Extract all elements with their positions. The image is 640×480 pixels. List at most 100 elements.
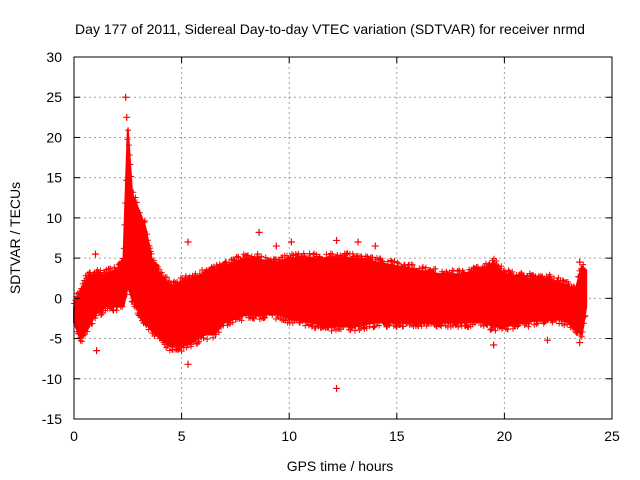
data-point [150, 329, 157, 336]
outlier-point [92, 250, 100, 258]
data-point [294, 252, 301, 259]
data-point [351, 327, 358, 334]
data-point [371, 323, 378, 330]
data-point [379, 257, 386, 264]
data-point [554, 277, 561, 284]
data-point [409, 262, 416, 269]
x-tick-label: 5 [178, 428, 186, 444]
data-point [133, 199, 140, 206]
data-point [493, 257, 500, 264]
y-tick-label: 30 [46, 49, 62, 65]
data-point [578, 333, 585, 340]
data-point [276, 258, 283, 265]
data-point [342, 254, 349, 261]
outlier-point [543, 336, 551, 344]
data-point [562, 318, 569, 325]
data-point [79, 280, 86, 287]
data-point [500, 268, 507, 275]
data-point [526, 320, 533, 327]
data-point [74, 290, 81, 297]
data-point [455, 267, 462, 274]
data-point [580, 320, 587, 327]
data-point [579, 329, 586, 336]
data-point [525, 323, 532, 330]
data-point [430, 269, 437, 276]
data-point [221, 260, 228, 267]
data-point [424, 319, 431, 326]
data-point [129, 298, 136, 305]
data-point [172, 279, 179, 286]
data-point [261, 315, 268, 322]
x-tick-label: 25 [604, 428, 620, 444]
data-point [103, 269, 110, 276]
data-point [485, 261, 492, 268]
data-point [296, 319, 303, 326]
data-point [204, 336, 211, 343]
data-point [534, 320, 541, 327]
data-point [144, 237, 151, 244]
data-point [580, 261, 587, 268]
data-point [503, 271, 510, 278]
data-point [151, 333, 158, 340]
data-point [330, 255, 337, 262]
data-point [137, 313, 144, 320]
y-tick-label: 20 [46, 129, 62, 145]
outlier-point [333, 236, 341, 244]
data-point [148, 250, 155, 257]
data-point [163, 274, 170, 281]
data-point [501, 268, 508, 275]
outlier-point [287, 238, 295, 246]
data-point [106, 305, 113, 312]
data-point [575, 273, 582, 280]
data-point [570, 283, 577, 290]
data-point [119, 303, 126, 310]
outlier-point [184, 238, 192, 246]
data-point [386, 322, 393, 329]
data-point [200, 334, 207, 341]
data-point [484, 322, 491, 329]
data-point [254, 250, 261, 257]
data-point [245, 252, 252, 259]
data-point [147, 245, 154, 252]
data-point [307, 254, 314, 261]
outlier-point [93, 347, 101, 355]
data-point [578, 265, 585, 272]
data-point [400, 323, 407, 330]
y-tick-label: 10 [46, 210, 62, 226]
data-point [95, 270, 102, 277]
outlier-point [123, 113, 131, 121]
data-point [177, 279, 184, 286]
data-point [520, 273, 527, 280]
data-point [387, 319, 394, 326]
data-point [445, 319, 452, 326]
data-point [567, 321, 574, 328]
data-point [316, 253, 323, 260]
data-point [234, 253, 241, 260]
data-point [144, 231, 151, 238]
data-point [121, 221, 128, 228]
x-tick-label: 15 [389, 428, 405, 444]
data-point [181, 276, 188, 283]
data-point [242, 312, 249, 319]
y-tick-label: 25 [46, 89, 62, 105]
data-point [441, 320, 448, 327]
data-point [327, 250, 334, 257]
data-point [379, 258, 386, 265]
data-point [164, 343, 171, 350]
outlier-point [371, 242, 379, 250]
sdtvar-data-band [73, 128, 588, 348]
data-point [127, 161, 134, 168]
data-point [558, 316, 565, 323]
data-point [75, 330, 82, 337]
data-point [111, 264, 118, 271]
data-point [78, 285, 85, 292]
data-point [329, 251, 336, 258]
data-point [455, 323, 462, 330]
data-point [432, 265, 439, 272]
data-point [523, 320, 530, 327]
data-point [77, 337, 84, 344]
outlier-point [122, 93, 130, 101]
data-point [486, 260, 493, 267]
data-point [509, 268, 516, 275]
data-point [141, 218, 148, 225]
